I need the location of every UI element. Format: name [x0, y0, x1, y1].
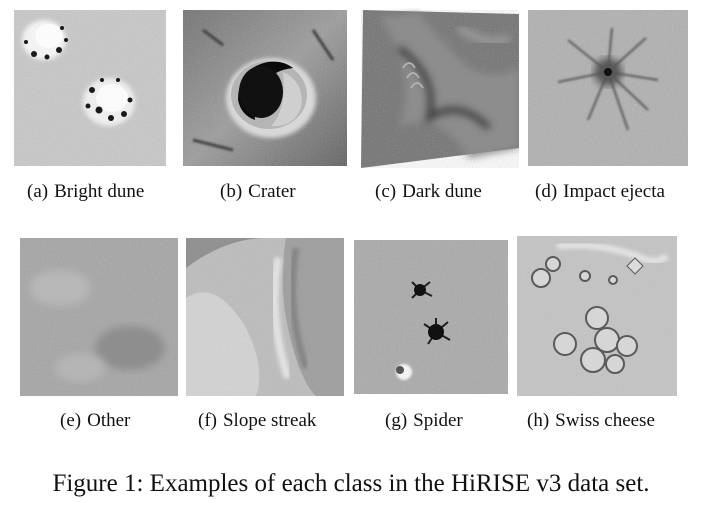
subcaption-label: Bright dune — [54, 181, 145, 202]
subcaption-label: Other — [87, 410, 131, 431]
panel-slope-streak-image — [186, 238, 344, 396]
subcaption-d: (d) Impact ejecta — [535, 181, 665, 203]
subcaption-tag: (f) — [198, 410, 217, 431]
subcaption-tag: (h) — [527, 410, 550, 431]
panel-crater-image — [183, 10, 347, 166]
subcaption-label: Spider — [413, 410, 463, 431]
subcaption-label: Dark dune — [402, 181, 482, 202]
subcaption-tag: (d) — [535, 181, 558, 202]
subcaption-e: (e) Other — [60, 410, 130, 432]
subcaption-f: (f) Slope streak — [198, 410, 316, 432]
subcaption-tag: (c) — [375, 181, 397, 202]
subcaption-a: (a) Bright dune — [27, 181, 144, 203]
subcaption-tag: (e) — [60, 410, 82, 431]
panel-dark-dune-image — [359, 8, 519, 168]
subcaption-g: (g) Spider — [385, 410, 463, 432]
subcaption-tag: (b) — [220, 181, 243, 202]
panel-other-image — [20, 238, 178, 396]
subcaption-label: Crater — [248, 181, 296, 202]
subcaption-label: Impact ejecta — [563, 181, 665, 202]
panel-spider-image — [354, 240, 508, 394]
panel-bright-dune-image — [14, 10, 166, 166]
subcaption-c: (c) Dark dune — [375, 181, 482, 203]
subcaption-tag: (g) — [385, 410, 408, 431]
subcaption-label: Slope streak — [222, 410, 317, 431]
panel-swiss-cheese-image — [517, 236, 677, 396]
figure-caption: Figure 1: Examples of each class in the … — [52, 470, 650, 497]
subcaption-b: (b) Crater — [220, 181, 296, 203]
subcaption-tag: (a) — [27, 181, 49, 202]
subcaption-h: (h) Swiss cheese — [527, 410, 655, 432]
panel-impact-ejecta-image — [528, 10, 688, 166]
subcaption-label: Swiss cheese — [555, 410, 655, 431]
